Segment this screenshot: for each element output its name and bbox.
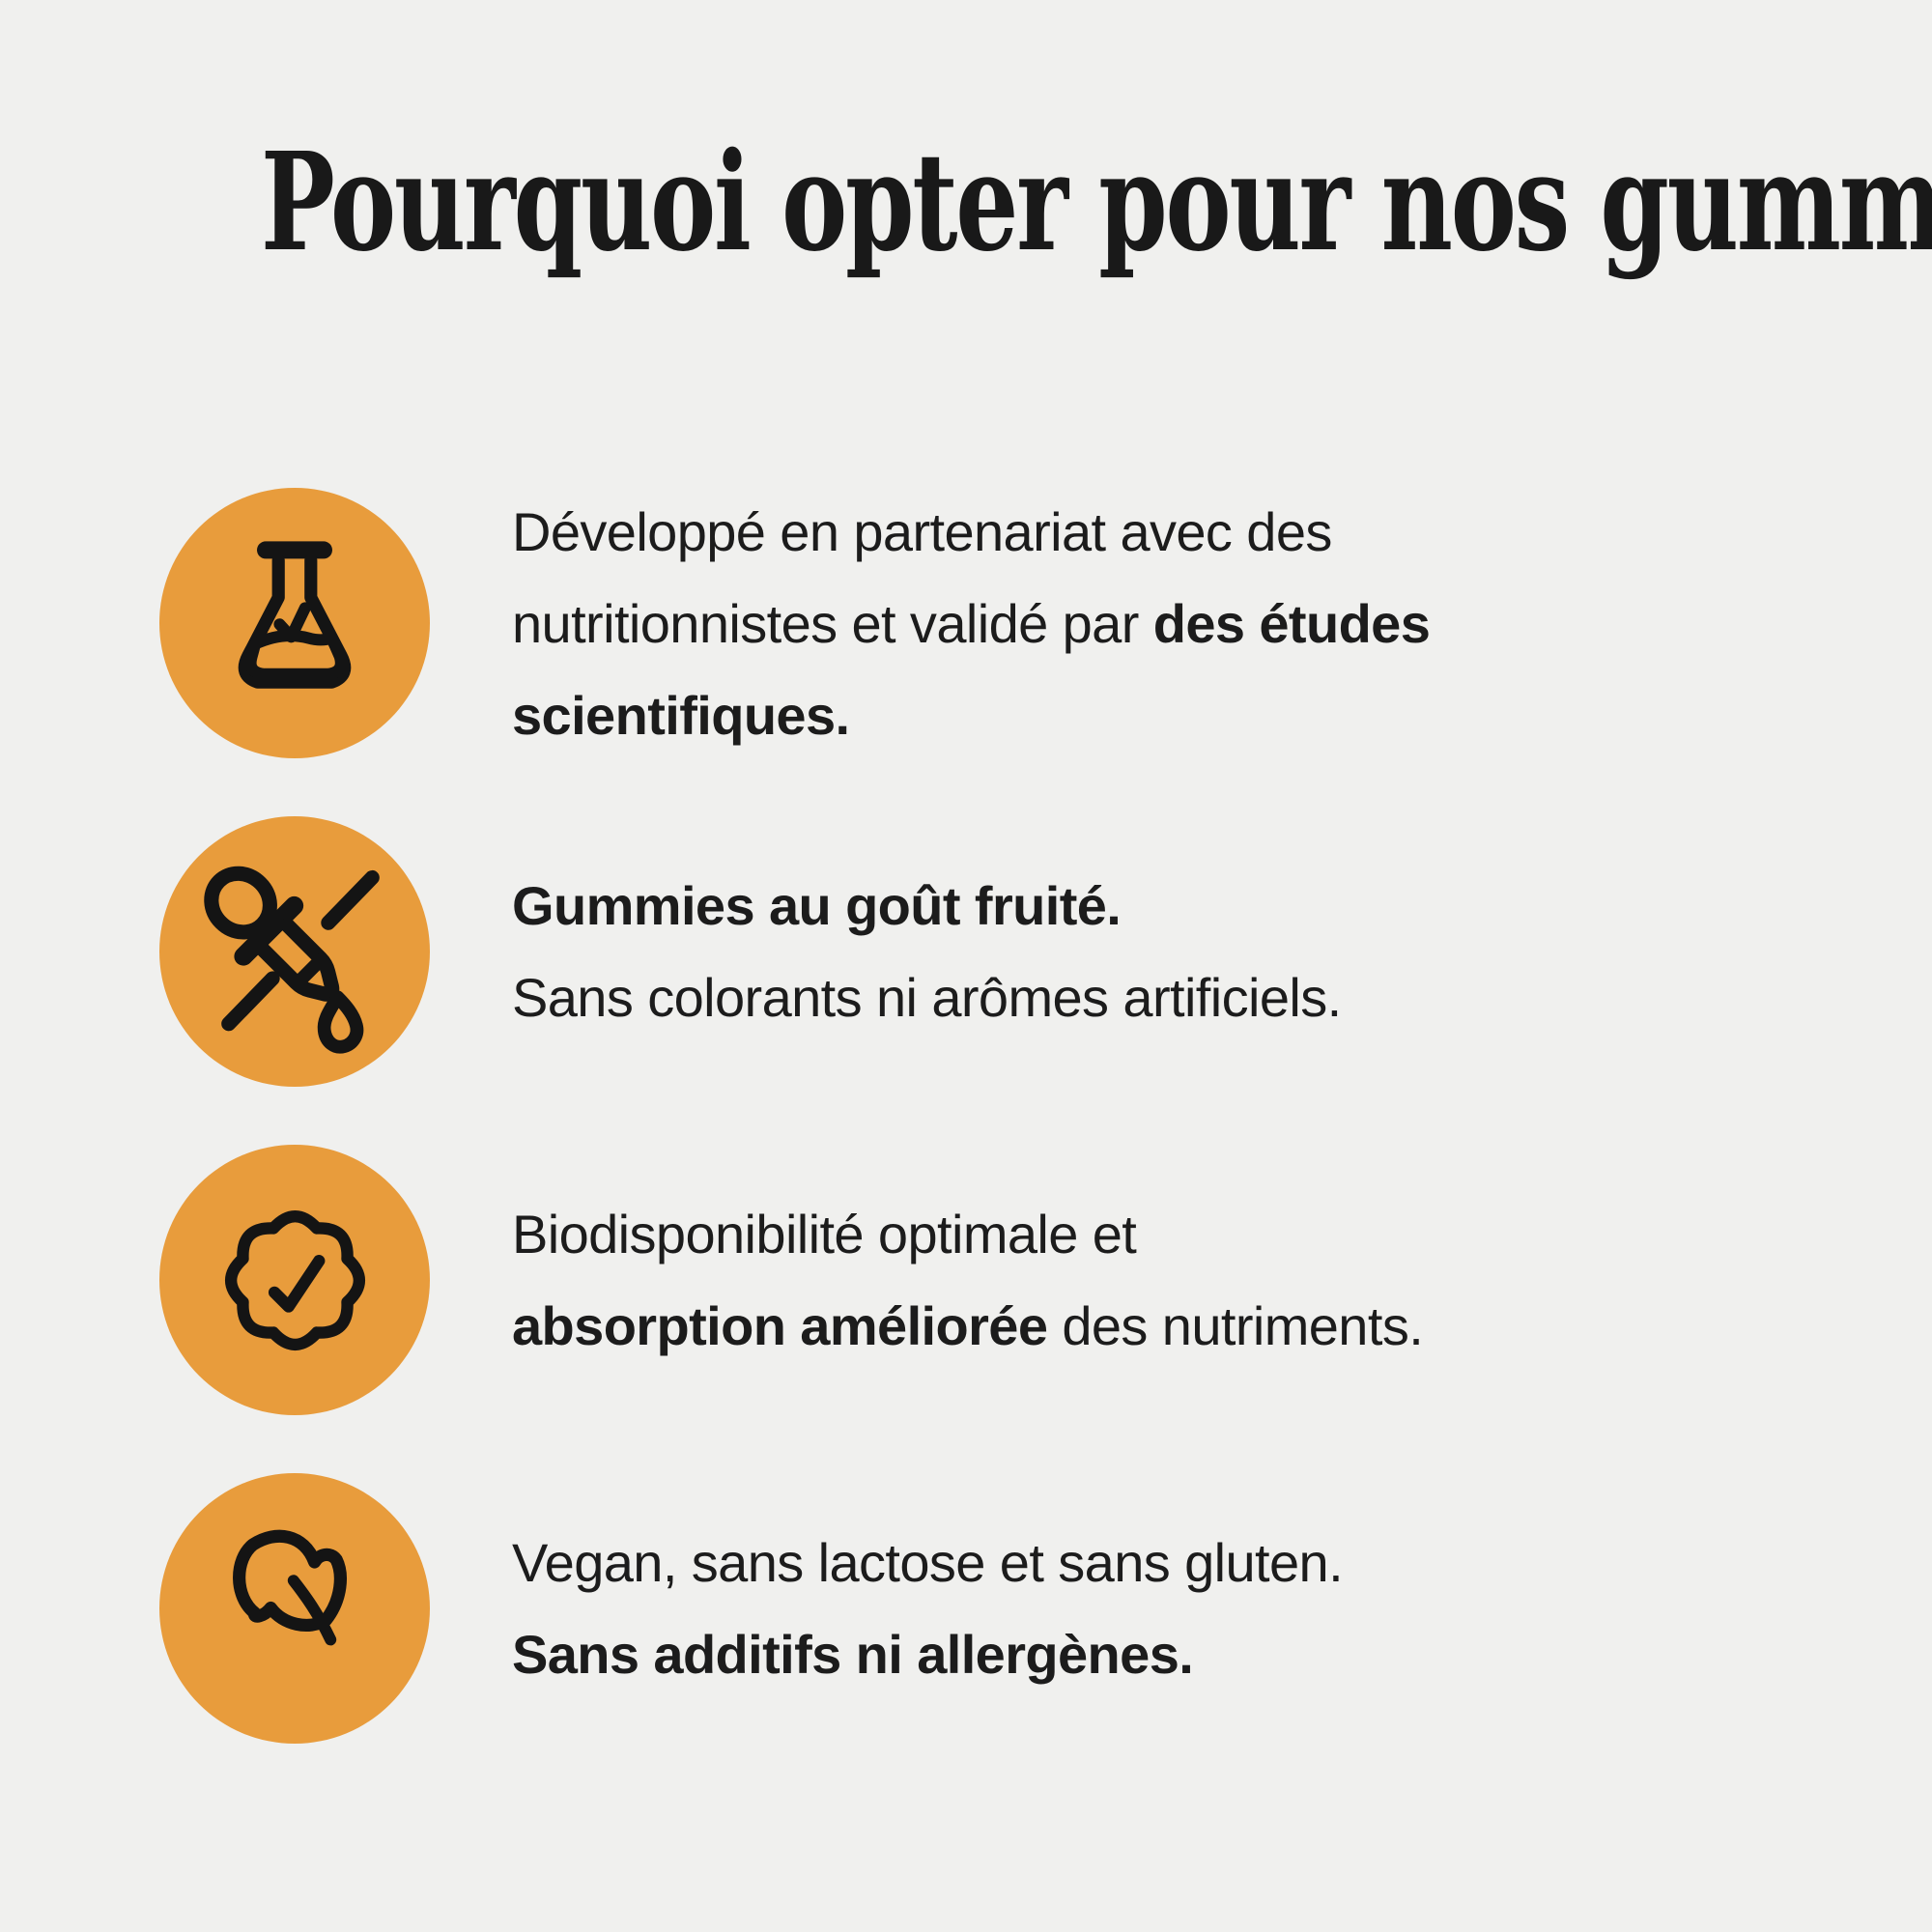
feature-line: Sans additifs ni allergènes. <box>512 1608 1343 1700</box>
feature-line: Gummies au goût fruité. <box>512 860 1342 952</box>
feature-line: Développé en partenariat avec des <box>512 486 1430 578</box>
text-segment-bold: absorption améliorée <box>512 1295 1048 1356</box>
feature-line: scientifiques. <box>512 669 1430 761</box>
text-segment: Biodisponibilité optimale et <box>512 1204 1137 1264</box>
text-segment-bold: des études <box>1152 592 1431 654</box>
feature-icon-circle <box>159 816 430 1087</box>
feature-line: absorption améliorée des nutriments. <box>512 1280 1424 1372</box>
feature-text: Vegan, sans lactose et sans gluten. Sans… <box>512 1517 1344 1700</box>
feature-row-bioavailability: Biodisponibilité optimale et absorption … <box>159 1145 1424 1415</box>
no-artificial-dropper-icon <box>203 866 380 1054</box>
feature-text: Gummies au goût fruité. Sans colorants n… <box>512 860 1342 1043</box>
text-segment: Sans colorants ni arômes artificiels. <box>512 967 1342 1028</box>
feature-icon-circle <box>159 1145 430 1415</box>
feature-text: Développé en partenariat avec des nutrit… <box>512 486 1431 761</box>
feature-line: Vegan, sans lactose et sans gluten. <box>512 1517 1344 1608</box>
page-title: Pourquoi opter pour nos gummies ? <box>261 124 1932 282</box>
feature-icon-circle <box>159 1473 430 1744</box>
text-segment: Développé en partenariat avec des <box>512 500 1332 562</box>
feature-row-science: Développé en partenariat avec des nutrit… <box>159 486 1431 761</box>
text-segment-bold: Gummies au goût fruité. <box>512 875 1122 936</box>
feature-line: Sans colorants ni arômes artificiels. <box>512 952 1342 1043</box>
feature-text: Biodisponibilité optimale et absorption … <box>512 1188 1424 1372</box>
flask-check-icon <box>238 541 352 689</box>
feature-icon-circle <box>159 488 430 758</box>
text-segment-bold: scientifiques. <box>512 684 850 746</box>
text-segment: Vegan, sans lactose et sans gluten. <box>512 1532 1344 1593</box>
feature-row-vegan: Vegan, sans lactose et sans gluten. Sans… <box>159 1473 1344 1744</box>
feature-row-taste: Gummies au goût fruité. Sans colorants n… <box>159 816 1342 1087</box>
vegan-leaf-icon <box>233 1529 347 1646</box>
text-segment-bold: Sans additifs ni allergènes. <box>512 1624 1194 1685</box>
text-segment: des nutriments. <box>1047 1295 1424 1356</box>
feature-line: Biodisponibilité optimale et <box>512 1188 1423 1280</box>
quality-badge-check-icon <box>224 1209 365 1350</box>
text-segment: nutritionnistes et validé par <box>512 592 1153 654</box>
feature-line: nutritionnistes et validé par des études <box>512 578 1431 669</box>
